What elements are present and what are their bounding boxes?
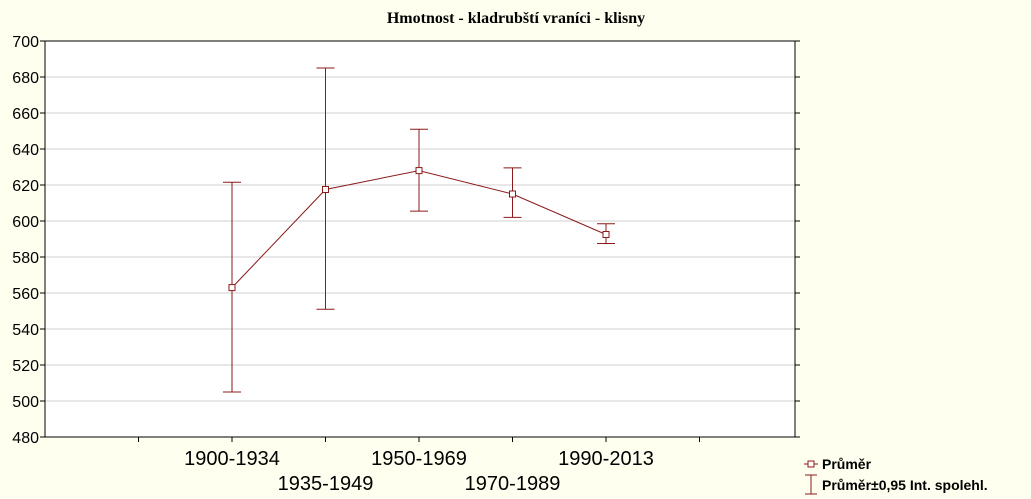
plot-area: [45, 41, 795, 437]
mean-point-4: [602, 231, 610, 238]
y-tick-label: 640: [12, 142, 39, 159]
plot-frame: [44, 40, 796, 438]
y-tick-label: 680: [12, 70, 39, 87]
y-tick-label: 600: [12, 214, 39, 231]
y-tick-label: 540: [12, 322, 39, 339]
y-tick-label: 660: [12, 106, 39, 123]
legend: Průměr Průměr±0,95 Int. spolehl.: [804, 456, 988, 495]
mean-series: [228, 167, 610, 292]
legend-mean-marker: [807, 460, 815, 468]
mean-point-1: [322, 186, 329, 193]
mean-point-2: [415, 167, 423, 175]
y-tick-label: 520: [12, 358, 39, 375]
legend-ci-label: Průměr±0,95 Int. spolehl.: [822, 477, 988, 493]
x-tick-label: 1990-2013: [558, 448, 654, 470]
mean-point-0: [228, 284, 236, 292]
x-tick-label: 1950-1969: [371, 448, 467, 470]
y-tick-label: 560: [12, 286, 39, 303]
y-tick-label: 700: [12, 34, 39, 51]
x-axis-ticks: 1900-1934 1935-1949 1950-1969 1970-1989 1990…: [138, 437, 700, 495]
y-axis-ticks: 480 500 520 540 560 580 600 620 640 660 680 700: [12, 34, 800, 447]
y-tick-label: 500: [12, 394, 39, 411]
grid-lines: [45, 76, 795, 402]
legend-mean-label: Průměr: [822, 456, 872, 472]
y-tick-label: 620: [12, 178, 39, 195]
y-tick-label: 480: [12, 430, 39, 447]
mean-point-3: [509, 190, 516, 198]
legend-ci-icon: [805, 474, 817, 495]
chart-title: Hmotnost - kladrubští vraníci - klisny: [387, 10, 645, 27]
x-tick-label: 1935-1949: [278, 473, 374, 495]
x-tick-label: 1970-1989: [465, 473, 561, 495]
x-tick-label: 1900-1934: [184, 448, 280, 470]
y-tick-label: 580: [12, 250, 39, 267]
